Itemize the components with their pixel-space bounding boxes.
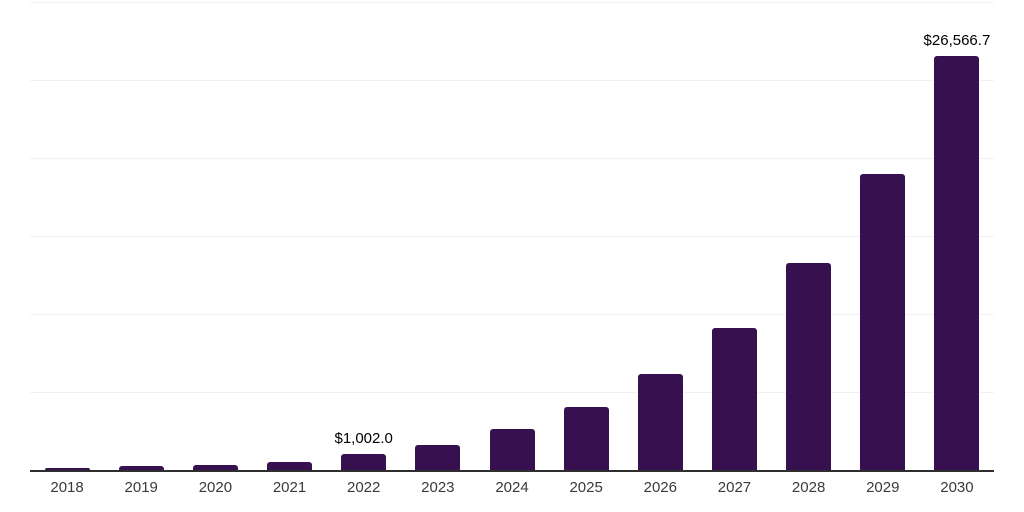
x-tick-label-2018: 2018 xyxy=(50,479,84,496)
x-tick-label-2030: 2030 xyxy=(940,479,974,496)
x-tick-label-2021: 2021 xyxy=(272,479,307,496)
bar-2021 xyxy=(267,461,313,470)
x-tick-label-2025: 2025 xyxy=(569,479,603,496)
bar-2025 xyxy=(563,407,609,470)
plot-area: $1,002.0 $26,566.7 xyxy=(30,2,994,472)
bar-2024 xyxy=(489,429,535,470)
x-tick-label-2023: 2023 xyxy=(421,479,455,496)
x-tick-label-2029: 2029 xyxy=(866,479,900,496)
x-tick-label-2028: 2028 xyxy=(791,479,826,496)
bar-2018 xyxy=(44,467,90,470)
bar-2023 xyxy=(415,445,461,470)
bar-2027 xyxy=(711,328,757,470)
gridline-20000 xyxy=(30,158,994,159)
x-tick-label-2024: 2024 xyxy=(495,479,529,496)
bar-2026 xyxy=(637,374,683,470)
bar-2028 xyxy=(786,263,832,470)
bar-2019 xyxy=(118,466,164,470)
gridline-10000 xyxy=(30,314,994,315)
bar-2030 xyxy=(934,55,980,470)
value-label-2030: $26,566.7 xyxy=(923,31,991,49)
bar-2029 xyxy=(860,173,906,470)
bar-2022 xyxy=(341,454,387,470)
gridline-25000 xyxy=(30,80,994,81)
bar-2020 xyxy=(192,465,238,470)
x-tick-label-2027: 2027 xyxy=(717,479,752,496)
x-tick-label-2020: 2020 xyxy=(198,479,233,496)
x-tick-label-2019: 2019 xyxy=(124,479,158,496)
gridline-5000 xyxy=(30,392,994,393)
x-axis-labels: 2018 2019 2020 2021 2022 2023 2024 2025 2026 2027… xyxy=(30,472,994,502)
x-tick-label-2022: 2022 xyxy=(347,479,381,496)
x-tick-label-2026: 2026 xyxy=(643,479,677,496)
value-label-2022: $1,002.0 xyxy=(334,430,393,448)
gridline-15000 xyxy=(30,236,994,237)
gridline-30000 xyxy=(30,2,994,3)
x-axis-line xyxy=(30,470,994,472)
